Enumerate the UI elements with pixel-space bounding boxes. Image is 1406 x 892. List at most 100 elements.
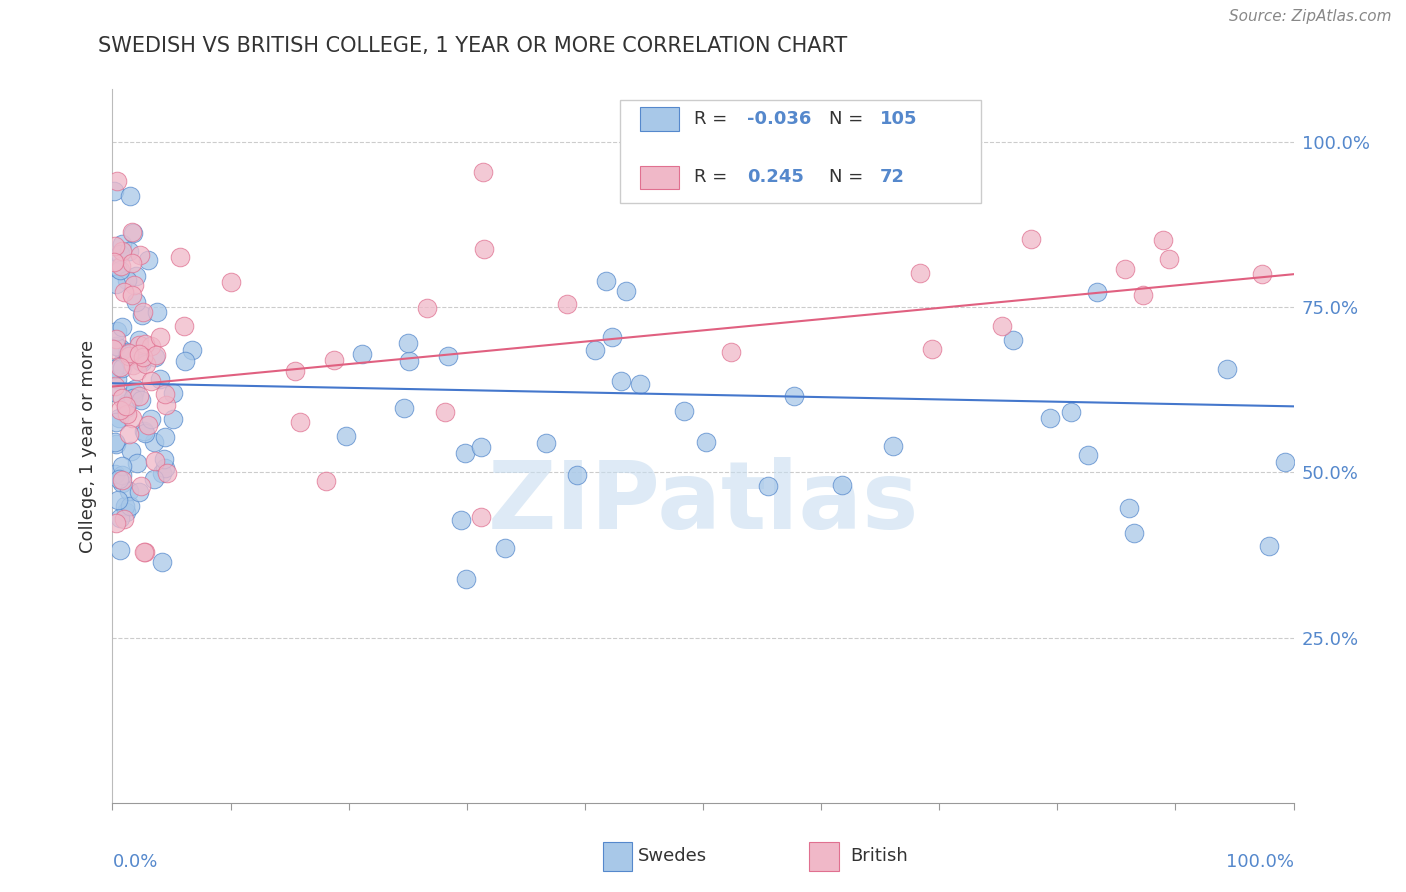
Point bbox=[121, 256, 143, 270]
Point bbox=[398, 354, 420, 368]
Point bbox=[450, 513, 472, 527]
Point bbox=[149, 372, 172, 386]
Point bbox=[162, 412, 184, 426]
Point bbox=[139, 412, 162, 426]
Point bbox=[132, 351, 155, 365]
Point bbox=[111, 244, 134, 258]
Point bbox=[115, 505, 138, 519]
Point bbox=[128, 354, 150, 368]
Point bbox=[134, 545, 156, 559]
Point bbox=[115, 273, 138, 287]
Point bbox=[108, 359, 131, 374]
Point bbox=[111, 473, 134, 487]
Point bbox=[1122, 526, 1144, 541]
Point bbox=[991, 319, 1014, 334]
Point bbox=[583, 343, 606, 357]
Point bbox=[124, 382, 146, 396]
Point bbox=[153, 452, 176, 467]
Point bbox=[124, 269, 146, 284]
Point bbox=[1152, 233, 1174, 247]
Point bbox=[323, 353, 346, 368]
Point bbox=[143, 454, 166, 468]
Point bbox=[118, 427, 141, 442]
Point bbox=[181, 343, 204, 357]
Bar bbox=[640, 166, 679, 189]
Point bbox=[688, 181, 710, 195]
Text: Swedes: Swedes bbox=[638, 847, 707, 865]
Point bbox=[173, 319, 195, 334]
Point bbox=[470, 510, 492, 524]
Text: 0.245: 0.245 bbox=[747, 169, 804, 186]
Point bbox=[156, 466, 179, 480]
Point bbox=[118, 244, 141, 258]
Point bbox=[335, 429, 357, 443]
Point bbox=[720, 344, 742, 359]
Point bbox=[756, 479, 779, 493]
Point bbox=[139, 374, 162, 388]
Point bbox=[1258, 539, 1281, 553]
Point bbox=[104, 277, 127, 291]
Point bbox=[128, 333, 150, 347]
Text: Source: ZipAtlas.com: Source: ZipAtlas.com bbox=[1229, 9, 1392, 24]
Point bbox=[104, 415, 127, 429]
Point bbox=[114, 400, 136, 414]
Point bbox=[125, 456, 148, 470]
Point bbox=[111, 468, 134, 483]
Point bbox=[107, 411, 129, 425]
Point bbox=[107, 493, 129, 508]
Point bbox=[472, 242, 495, 256]
Point bbox=[111, 476, 134, 491]
Y-axis label: College, 1 year or more: College, 1 year or more bbox=[79, 340, 97, 552]
Point bbox=[614, 284, 637, 298]
Point bbox=[108, 262, 131, 277]
Point bbox=[104, 516, 127, 531]
Point bbox=[162, 386, 184, 401]
Point bbox=[114, 401, 136, 416]
Point bbox=[433, 405, 456, 419]
Point bbox=[882, 439, 904, 453]
Point bbox=[1250, 267, 1272, 281]
Bar bbox=[810, 842, 839, 871]
Point bbox=[131, 479, 153, 493]
Point bbox=[136, 417, 159, 432]
Text: 100.0%: 100.0% bbox=[1226, 853, 1294, 871]
Point bbox=[114, 499, 136, 513]
Point bbox=[111, 459, 134, 474]
Point bbox=[135, 357, 157, 371]
Point bbox=[1159, 252, 1181, 267]
Point bbox=[610, 374, 633, 388]
Bar bbox=[640, 107, 679, 130]
Bar bbox=[603, 842, 633, 871]
Point bbox=[134, 545, 156, 559]
Point bbox=[392, 401, 415, 416]
Point bbox=[155, 429, 177, 443]
Text: N =: N = bbox=[830, 169, 869, 186]
Point bbox=[131, 308, 153, 322]
Point bbox=[112, 512, 135, 526]
Point bbox=[1060, 405, 1083, 419]
Point bbox=[105, 437, 128, 451]
Point bbox=[105, 174, 128, 188]
Text: SWEDISH VS BRITISH COLLEGE, 1 YEAR OR MORE CORRELATION CHART: SWEDISH VS BRITISH COLLEGE, 1 YEAR OR MO… bbox=[98, 36, 848, 55]
Point bbox=[104, 435, 127, 450]
Point bbox=[108, 510, 131, 524]
Point bbox=[673, 404, 696, 418]
Point bbox=[115, 396, 138, 410]
Text: ZIPatlas: ZIPatlas bbox=[488, 457, 918, 549]
Text: 72: 72 bbox=[880, 169, 905, 186]
Point bbox=[131, 355, 153, 369]
Point bbox=[1274, 454, 1296, 468]
Point bbox=[416, 301, 439, 316]
Point bbox=[108, 472, 131, 486]
Point bbox=[101, 342, 124, 356]
Point bbox=[104, 467, 127, 481]
Point bbox=[628, 376, 651, 391]
Point bbox=[108, 543, 131, 558]
Point bbox=[138, 252, 160, 267]
Point bbox=[134, 426, 156, 441]
Point bbox=[290, 415, 312, 429]
Point bbox=[121, 226, 143, 240]
Point bbox=[1077, 448, 1099, 462]
Point bbox=[118, 349, 141, 363]
Point bbox=[783, 389, 806, 403]
